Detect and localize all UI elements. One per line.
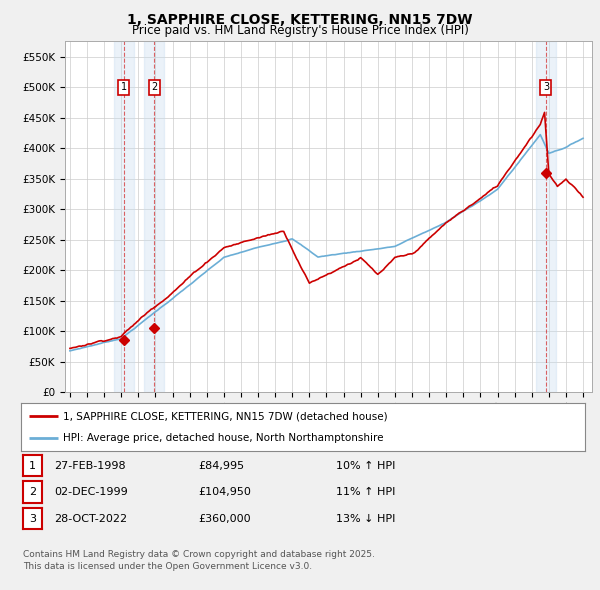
Text: £360,000: £360,000 (198, 514, 251, 523)
Text: 2: 2 (29, 487, 36, 497)
Text: £84,995: £84,995 (198, 461, 244, 470)
Bar (113, 41, 134, 392)
Text: 13% ↓ HPI: 13% ↓ HPI (336, 514, 395, 523)
Text: 3: 3 (543, 82, 549, 92)
Bar (144, 41, 164, 392)
Text: 10% ↑ HPI: 10% ↑ HPI (336, 461, 395, 470)
Text: 3: 3 (29, 514, 36, 523)
Text: 1, SAPPHIRE CLOSE, KETTERING, NN15 7DW: 1, SAPPHIRE CLOSE, KETTERING, NN15 7DW (127, 13, 473, 27)
Text: 02-DEC-1999: 02-DEC-1999 (54, 487, 128, 497)
Text: 2: 2 (151, 82, 157, 92)
Text: 1: 1 (29, 461, 36, 470)
Text: HPI: Average price, detached house, North Northamptonshire: HPI: Average price, detached house, Nort… (64, 433, 384, 443)
Bar (536, 41, 556, 392)
Text: 1, SAPPHIRE CLOSE, KETTERING, NN15 7DW (detached house): 1, SAPPHIRE CLOSE, KETTERING, NN15 7DW (… (64, 411, 388, 421)
Text: Price paid vs. HM Land Registry's House Price Index (HPI): Price paid vs. HM Land Registry's House … (131, 24, 469, 37)
Text: Contains HM Land Registry data © Crown copyright and database right 2025.
This d: Contains HM Land Registry data © Crown c… (23, 550, 374, 571)
Text: 27-FEB-1998: 27-FEB-1998 (54, 461, 125, 470)
Text: 1: 1 (121, 82, 127, 92)
Text: 28-OCT-2022: 28-OCT-2022 (54, 514, 127, 523)
Text: 11% ↑ HPI: 11% ↑ HPI (336, 487, 395, 497)
Text: £104,950: £104,950 (198, 487, 251, 497)
